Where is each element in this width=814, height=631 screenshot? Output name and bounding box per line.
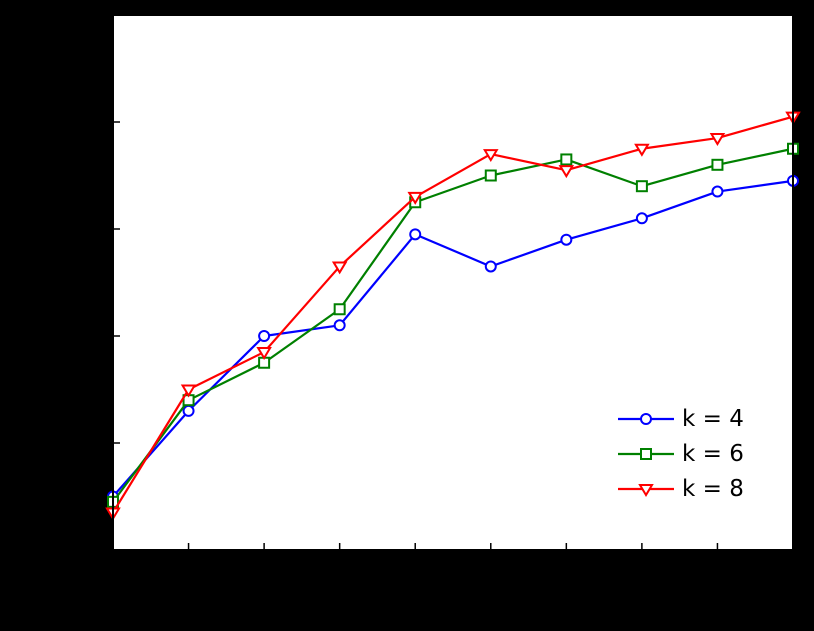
legend-label-k6: k = 6 [682, 440, 744, 467]
legend-entry: k = 6 [616, 439, 744, 469]
legend-label-k8: k = 8 [682, 475, 744, 502]
legend-entry: k = 8 [616, 474, 744, 504]
legend-label-k4: k = 4 [682, 405, 744, 432]
legend-entry: k = 4 [616, 404, 744, 434]
legend: k = 4 k = 6 k = 8 [616, 404, 744, 504]
legend-sample-k6 [618, 448, 674, 460]
legend-sample-k4 [618, 413, 674, 425]
legend-sample-k8 [618, 484, 674, 497]
